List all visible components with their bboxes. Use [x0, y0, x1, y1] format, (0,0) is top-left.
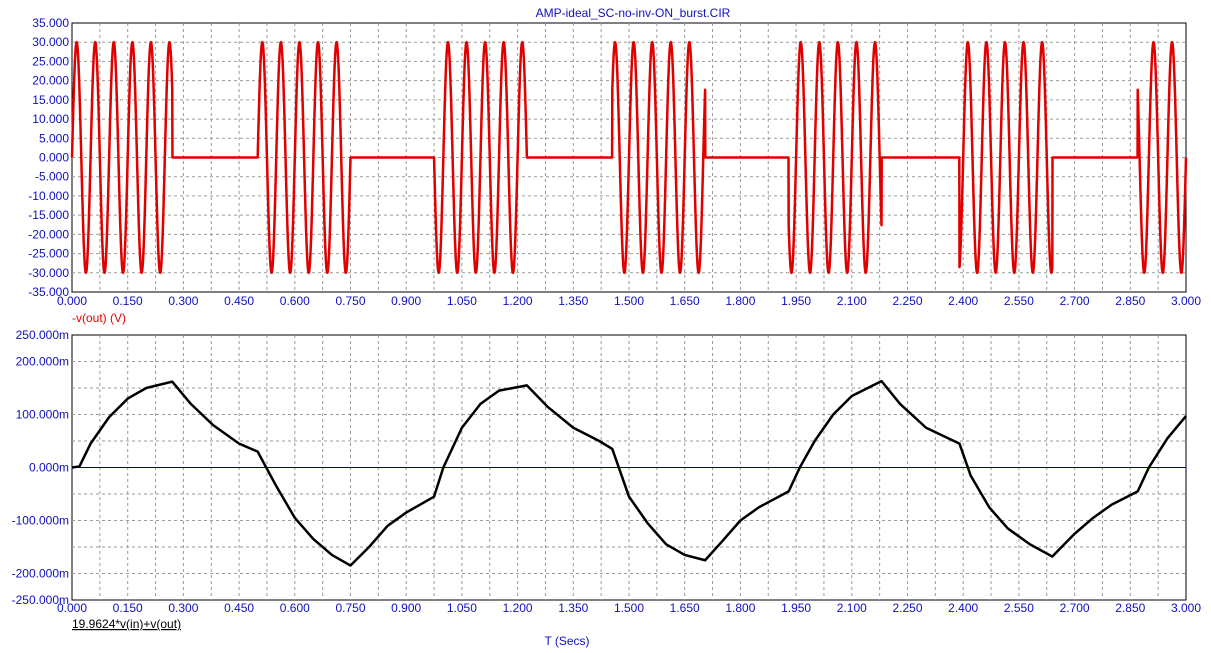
x-tick-label: 2.250 — [892, 601, 922, 615]
x-tick-label: 0.900 — [391, 294, 421, 308]
x-tick-label: 0.750 — [335, 601, 365, 615]
x-tick-label: 1.650 — [670, 294, 700, 308]
x-tick-label: 0.450 — [224, 601, 254, 615]
y-tick-label: -10.000 — [28, 189, 69, 203]
x-tick-label: 1.050 — [447, 601, 477, 615]
x-tick-label: 2.100 — [837, 601, 867, 615]
x-tick-label: 1.500 — [614, 294, 644, 308]
chart-title: AMP-ideal_SC-no-inv-ON_burst.CIR — [536, 6, 731, 20]
x-tick-label: 2.100 — [837, 294, 867, 308]
y-tick-label: 250.000m — [16, 328, 69, 342]
x-tick-label: 3.000 — [1171, 294, 1201, 308]
lower-panel-error: 0.000 0.150 0.300 0.450 0.600 0.750 0.900 1.050… — [12, 328, 1202, 615]
x-tick-label: 2.700 — [1060, 601, 1090, 615]
x-axis-label: T (Secs) — [544, 634, 589, 648]
y-tick-label: -35.000 — [28, 285, 69, 299]
x-tick-label: 0.150 — [113, 294, 143, 308]
y-tick-label: -20.000 — [28, 227, 69, 241]
upper-series-label: -v(out) (V) — [72, 311, 126, 325]
x-tick-label: 1.200 — [503, 601, 533, 615]
x-tick-label: 1.350 — [558, 294, 588, 308]
y-tick-label: 10.000 — [32, 112, 69, 126]
x-tick-label: 2.550 — [1004, 601, 1034, 615]
y-tick-label: 15.000 — [32, 93, 69, 107]
x-tick-label: 0.600 — [280, 601, 310, 615]
y-tick-label: -30.000 — [28, 266, 69, 280]
lower-series-label: 19.9624*v(in)+v(out) — [72, 617, 181, 631]
x-tick-label: 1.050 — [447, 294, 477, 308]
y-tick-label: -200.000m — [12, 567, 69, 581]
x-tick-label: 1.200 — [503, 294, 533, 308]
x-tick-label: 2.400 — [948, 294, 978, 308]
x-tick-label: 3.000 — [1171, 601, 1201, 615]
x-tick-label: 0.000 — [57, 601, 87, 615]
x-tick-label: 0.150 — [113, 601, 143, 615]
y-tick-label: -5.000 — [35, 170, 69, 184]
x-tick-label: 2.700 — [1060, 294, 1090, 308]
x-tick-label: 1.650 — [670, 601, 700, 615]
y-tick-label: 20.000 — [32, 74, 69, 88]
y-tick-label: 35.000 — [32, 16, 69, 30]
y-tick-label: 0.000 — [39, 151, 69, 165]
y-tick-label: -15.000 — [28, 208, 69, 222]
x-tick-label: 0.900 — [391, 601, 421, 615]
series-line — [70, 40, 1188, 275]
y-tick-label: 100.000m — [16, 408, 69, 422]
x-tick-label: 0.450 — [224, 294, 254, 308]
series-line — [71, 379, 1187, 567]
x-tick-label: 2.550 — [1004, 294, 1034, 308]
x-tick-label: 1.950 — [781, 294, 811, 308]
y-tick-label: 0.000m — [29, 461, 69, 475]
y-tick-label: 25.000 — [32, 54, 69, 68]
x-tick-label: 2.850 — [1115, 601, 1145, 615]
x-tick-label: 1.350 — [558, 601, 588, 615]
x-tick-label: 2.250 — [892, 294, 922, 308]
y-tick-label: -250.000m — [12, 593, 69, 607]
upper-panel-vout: 0.000 0.150 0.300 0.450 0.600 0.750 0.900 1.050… — [28, 16, 1201, 308]
y-tick-label: 30.000 — [32, 35, 69, 49]
x-tick-label: 1.950 — [781, 601, 811, 615]
x-tick-label: 2.400 — [948, 601, 978, 615]
x-tick-label: 1.800 — [725, 601, 755, 615]
y-tick-label: 200.000m — [16, 355, 69, 369]
x-tick-label: 0.300 — [168, 294, 198, 308]
x-tick-label: 0.000 — [57, 294, 87, 308]
y-tick-label: 5.000 — [39, 131, 69, 145]
x-tick-label: 0.750 — [335, 294, 365, 308]
y-tick-label: -100.000m — [12, 514, 69, 528]
y-tick-label: -25.000 — [28, 247, 69, 261]
x-tick-label: 0.600 — [280, 294, 310, 308]
x-tick-label: 1.500 — [614, 601, 644, 615]
x-tick-label: 2.850 — [1115, 294, 1145, 308]
x-tick-label: 1.800 — [725, 294, 755, 308]
x-tick-label: 0.300 — [168, 601, 198, 615]
